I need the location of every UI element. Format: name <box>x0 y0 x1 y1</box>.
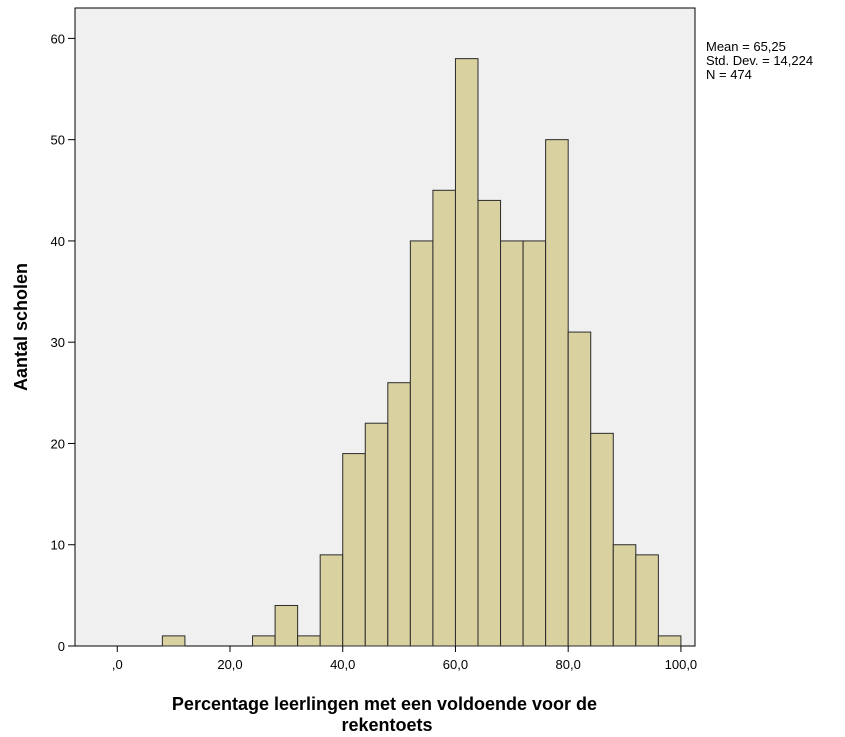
histogram-bar <box>477 199 502 647</box>
histogram-bar <box>364 422 389 647</box>
stats-n: N = 474 <box>706 67 752 82</box>
x-axis-title-line-1: Percentage leerlingen met een voldoende … <box>172 694 597 714</box>
histogram-bar <box>319 554 344 647</box>
y-tick-label: 30 <box>51 335 65 350</box>
x-axis-title: Percentage leerlingen met een voldoende … <box>172 694 602 735</box>
histogram-bar <box>657 635 682 647</box>
histogram-bar <box>432 189 456 647</box>
y-tick-label: 50 <box>51 133 65 148</box>
x-axis-title-line-2: rekentoets <box>341 715 432 735</box>
y-tick-label: 0 <box>58 639 65 654</box>
histogram-bar <box>297 635 321 647</box>
y-tick-label: 10 <box>51 538 65 553</box>
y-tick-labels: 0 10 20 30 40 50 60 <box>51 31 65 654</box>
histogram-bar <box>522 240 547 647</box>
histogram-bar <box>274 604 299 647</box>
x-tick-labels: ,0 20,0 40,0 60,0 80,0 100,0 <box>112 657 697 672</box>
histogram-bar <box>454 58 479 647</box>
x-tick-label: 80,0 <box>556 657 581 672</box>
stats-box: Mean = 65,25 Std. Dev. = 14,224 N = 474 <box>706 39 817 82</box>
x-tick-label: 40,0 <box>330 657 355 672</box>
y-tick-label: 40 <box>51 234 65 249</box>
y-tick-label: 60 <box>51 31 65 46</box>
histogram-bar <box>161 635 186 647</box>
histogram-bar <box>612 544 637 647</box>
histogram-bar <box>500 240 524 647</box>
axes <box>68 37 682 652</box>
histogram-bars <box>161 58 682 647</box>
x-tick-label: ,0 <box>112 657 123 672</box>
histogram-bar <box>342 453 366 647</box>
histogram-bar <box>545 139 569 647</box>
histogram-bar <box>635 554 659 647</box>
x-tick-label: 60,0 <box>443 657 468 672</box>
x-tick-label: 100,0 <box>665 657 698 672</box>
y-axis-title: Aantal scholen <box>11 263 31 391</box>
histogram-bar <box>387 382 411 647</box>
histogram-bar <box>409 240 434 647</box>
histogram-bar <box>567 331 592 647</box>
stats-mean: Mean = 65,25 <box>706 39 786 54</box>
stats-std-dev: Std. Dev. = 14,224 <box>706 53 813 68</box>
histogram-bar <box>590 432 614 647</box>
histogram-bar <box>252 635 276 647</box>
y-tick-label: 20 <box>51 436 65 451</box>
x-tick-label: 20,0 <box>217 657 242 672</box>
